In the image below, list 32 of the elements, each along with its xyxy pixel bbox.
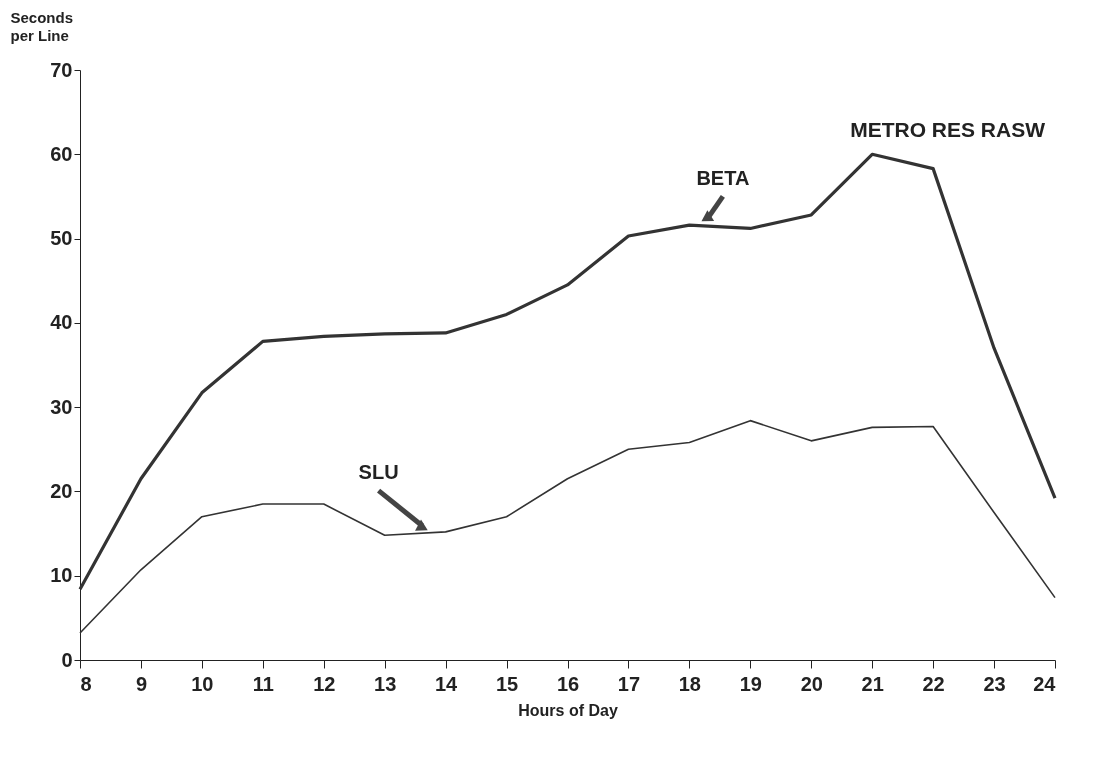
x-axis-title: Hours of Day	[518, 701, 618, 719]
y-tick-label: 10	[50, 564, 73, 587]
x-tick-label: 14	[435, 672, 459, 695]
x-tick-label: 17	[617, 672, 641, 695]
x-tick-label: 21	[861, 672, 884, 695]
y-tick-label: 30	[50, 395, 73, 418]
x-tick-label: 23	[983, 672, 1006, 695]
text: METRO RES RASW	[850, 118, 1046, 141]
x-tick-label: 8	[80, 672, 92, 695]
x-tick-label: 9	[135, 672, 147, 695]
x-tick-label: 24	[1033, 672, 1057, 695]
x-tick-label: 19	[739, 672, 762, 695]
series-label: SLU	[358, 461, 399, 483]
y-tick-label: 50	[50, 227, 73, 250]
line-series	[78, 152, 1057, 591]
series-label: BETA	[696, 166, 750, 189]
x-tick-label: 15	[495, 672, 519, 695]
y-tick-label: 20	[50, 479, 73, 502]
y-tick-label: 40	[50, 311, 73, 334]
y-tick-label: 70	[50, 58, 73, 81]
x-tick-label: 11	[252, 672, 274, 695]
y-axis-title: Seconds per Line	[10, 8, 74, 44]
x-tick-label: 12	[313, 672, 336, 695]
x-tick-label: 10	[191, 672, 214, 695]
line-series	[79, 419, 1056, 634]
x-tick-label: 13	[374, 672, 397, 695]
y-tick-label: 60	[50, 142, 73, 165]
x-tick-label: 18	[678, 672, 701, 695]
x-tick-label: 22	[922, 672, 945, 695]
x-tick-label: 16	[556, 672, 580, 695]
y-tick-label: 0	[61, 648, 73, 671]
x-tick-label: 20	[800, 672, 823, 695]
